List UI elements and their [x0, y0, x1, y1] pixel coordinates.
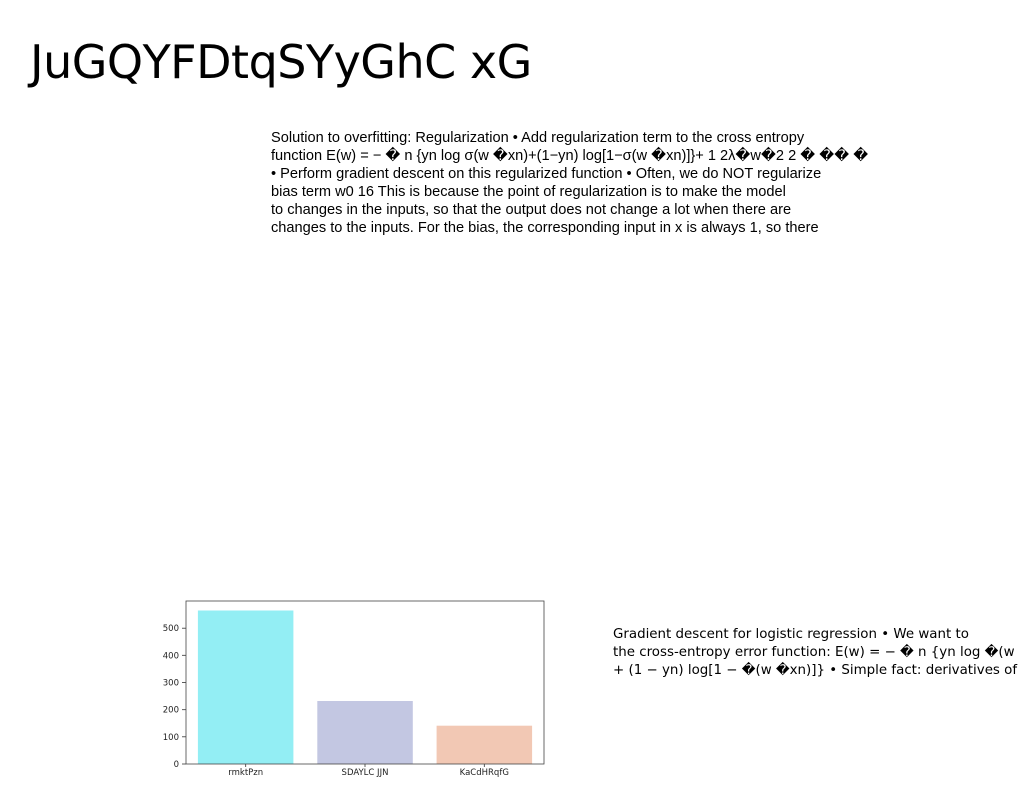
y-tick-label: 200 — [163, 706, 179, 716]
y-tick-label: 300 — [163, 679, 179, 689]
chart-bar — [436, 725, 533, 764]
x-tick-label: rmktPzn — [228, 768, 263, 778]
main-text-line: Solution to overfitting: Regularization … — [271, 130, 805, 146]
side-text-line: Gradient descent for logistic regression… — [613, 627, 969, 642]
main-text-line: changes to the inputs. For the bias, the… — [271, 220, 819, 236]
chart-frame — [185, 600, 545, 765]
main-text-line: • Perform gradient descent on this regul… — [271, 166, 822, 182]
main-text-line: function E(w) = − � n {yn log σ(w �xn)+(… — [271, 148, 869, 164]
side-text-block: Gradient descent for logistic regression… — [613, 626, 1018, 680]
chart-bar — [317, 701, 413, 764]
main-text-line: bias term w0 16 This is because the poin… — [271, 184, 786, 200]
x-tick-label: KaCdHRqfG — [460, 768, 509, 778]
main-text-block: Solution to overfitting: Regularization … — [271, 129, 881, 237]
y-tick-label: 400 — [163, 651, 179, 661]
bar-chart-svg: rmktPzn SDAYLC JJN KaCdHRqfG 0 100 200 300 400 5… — [163, 600, 545, 778]
y-tick-label: 500 — [163, 624, 179, 634]
slide-title: JuGQYFDtqSYyGhC xG — [30, 35, 532, 89]
chart-bar — [197, 610, 294, 764]
y-tick-label: 100 — [163, 733, 179, 743]
y-tick-label: 0 — [174, 760, 179, 770]
bar-chart: rmktPzn SDAYLC JJN KaCdHRqfG 0 100 200 300 400 5… — [150, 594, 550, 788]
side-text-line: + (1 − yn) log[1 − �(w �xn)]} • Simple f… — [613, 663, 1018, 678]
x-tick-label: SDAYLC JJN — [342, 768, 389, 778]
main-text-line: to changes in the inputs, so that the ou… — [271, 202, 792, 218]
side-text-line: the cross-entropy error function: E(w) =… — [613, 645, 1015, 660]
